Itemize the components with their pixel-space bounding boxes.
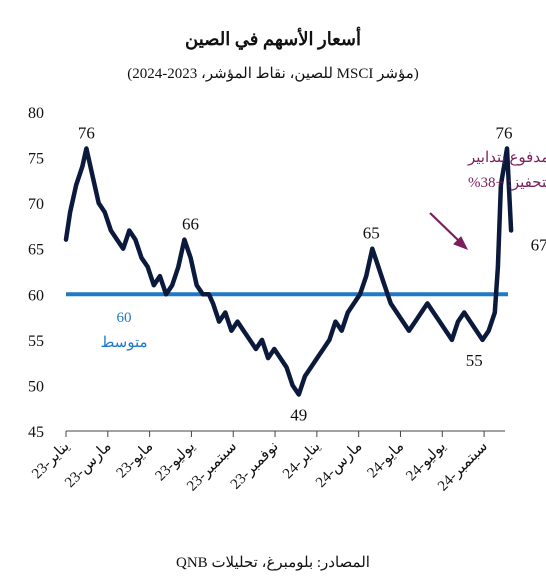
y-tick-label: 55 <box>28 333 44 350</box>
chart-subtitle: (مؤشر MSCI للصين، نقاط المؤشر، 2023-2024… <box>127 66 418 82</box>
data-label: 76 <box>78 123 95 142</box>
y-tick-label: 70 <box>28 196 44 213</box>
x-tick-label: مايو-23 <box>114 439 157 482</box>
average-value-label: 60 <box>117 310 132 326</box>
y-tick-label: 60 <box>28 287 44 304</box>
y-tick-label: 75 <box>28 151 44 168</box>
y-tick-label: 80 <box>28 105 44 122</box>
stimulus-note-line: الصعود المدفوع بتدابير <box>467 150 546 166</box>
y-tick-label: 65 <box>28 242 44 259</box>
x-tick-label: مارس-24 <box>313 439 365 491</box>
x-tick-label: مايو-24 <box>365 439 408 482</box>
stimulus-arrow-head <box>453 236 469 250</box>
average-text-label: متوسط <box>100 335 147 351</box>
y-tick-label: 50 <box>28 378 44 395</box>
data-label: 49 <box>290 406 307 425</box>
data-label: 66 <box>182 215 199 234</box>
data-label: 67 <box>531 235 546 254</box>
x-tick-label: مارس-23 <box>62 439 114 491</box>
stimulus-note-line: التحفيز: +38% <box>468 175 546 191</box>
chart-title: أسعار الأسهم في الصين <box>185 27 361 50</box>
y-tick-label: 45 <box>28 424 44 441</box>
price-line <box>63 146 514 397</box>
stimulus-arrow-line <box>429 212 459 241</box>
data-label: 65 <box>363 224 380 243</box>
source-note: المصادر: بلومبرغ، تحليلات QNB <box>176 555 370 571</box>
data-label: 55 <box>466 351 483 370</box>
data-label: 76 <box>495 123 512 142</box>
